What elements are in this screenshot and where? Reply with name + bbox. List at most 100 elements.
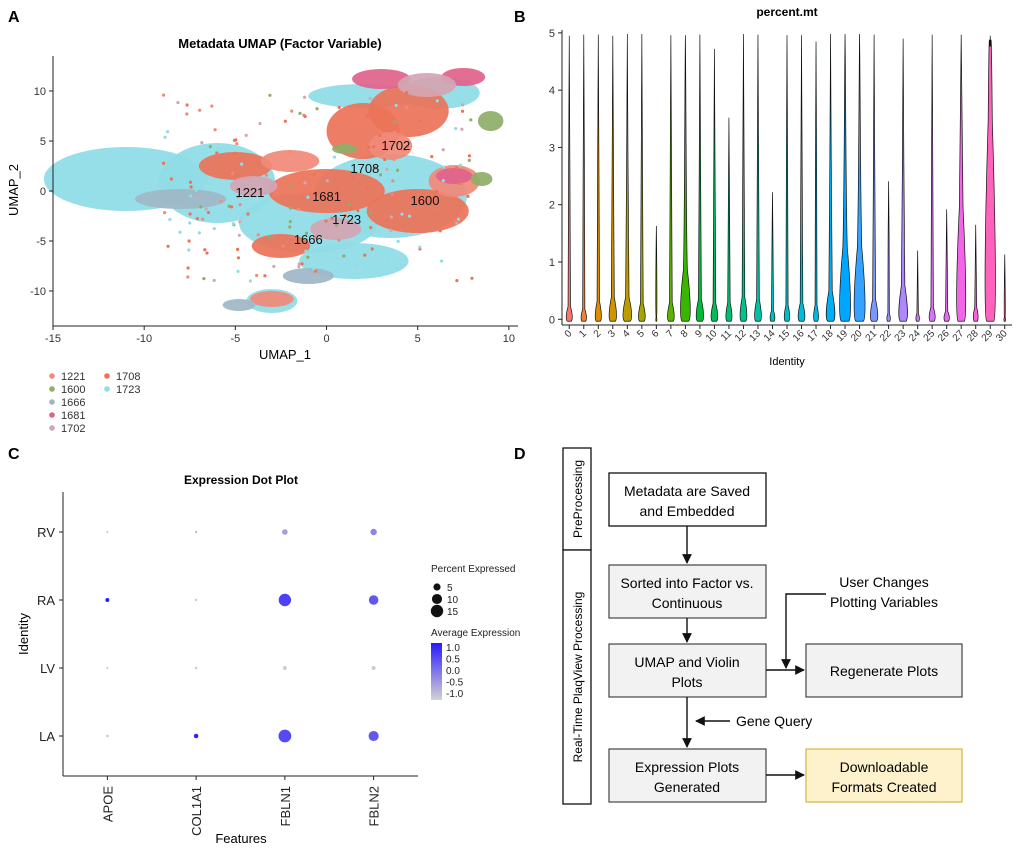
umap-cell-point	[205, 251, 209, 255]
umap-cell-point	[467, 154, 472, 158]
umap-cell-point	[176, 209, 181, 213]
umap-cell-point	[442, 165, 446, 169]
umap-legend-swatch-1221	[49, 373, 55, 379]
umap-cell-point	[312, 172, 317, 177]
panel-letter-c: C	[8, 446, 20, 463]
umap-cell-point	[215, 151, 219, 155]
umap-cell-point	[203, 248, 207, 252]
umap-cluster-label: 1681	[312, 189, 341, 204]
umap-cell-point	[198, 194, 202, 199]
umap-legend-swatch-1666	[49, 399, 55, 405]
umap-cell-point	[383, 157, 387, 162]
umap-cell-point	[354, 262, 358, 267]
umap-cell-cluster-1708	[198, 152, 272, 180]
violin-x-tick-label: 9	[693, 328, 705, 340]
umap-cell-point	[256, 162, 261, 166]
umap-cell-point	[162, 211, 167, 215]
umap-cell-cluster-1221	[260, 150, 320, 172]
umap-cell-point	[337, 105, 341, 110]
box-umap-violin	[608, 643, 767, 698]
umap-cell-point	[334, 186, 338, 191]
violin-19	[839, 34, 851, 322]
umap-cell-point	[438, 229, 442, 233]
umap-cell-point	[368, 96, 372, 101]
umap-cell-point	[396, 239, 400, 243]
legend-size-dot	[431, 593, 443, 605]
umap-x-tick-label: -5	[230, 333, 240, 345]
umap-cluster-label: 1708	[350, 161, 379, 176]
panel-letter-d: D	[514, 446, 526, 463]
violin-y-tick-label: 5	[549, 28, 555, 40]
violin-12	[739, 34, 748, 322]
umap-cell-cluster-1723	[299, 243, 409, 279]
umap-cell-point	[186, 266, 190, 270]
violin-x-label: Identity	[769, 356, 805, 368]
umap-y-tick-label: 5	[40, 136, 46, 148]
umap-cell-point	[246, 212, 250, 216]
dotplot-identity-label: LV	[40, 661, 55, 676]
umap-cell-point	[332, 155, 337, 159]
umap-cell-point	[392, 157, 396, 161]
violin-25	[928, 34, 936, 322]
umap-cell-point	[364, 264, 368, 269]
umap-cell-point	[236, 195, 240, 199]
violin-0	[565, 35, 573, 322]
violin-title: percent.mt	[756, 5, 817, 19]
umap-cell-cluster-1708	[251, 234, 311, 258]
umap-x-label: UMAP_1	[259, 347, 311, 362]
umap-cell-point	[204, 207, 208, 211]
umap-cell-point	[370, 247, 374, 251]
umap-cell-point	[289, 184, 293, 189]
umap-cell-point	[304, 231, 309, 235]
umap-cell-point	[238, 203, 242, 207]
umap-cell-point	[435, 99, 439, 103]
umap-cell-point	[369, 211, 373, 215]
umap-cell-cluster-1600	[332, 144, 358, 154]
umap-cell-point	[176, 100, 180, 105]
violin-2	[594, 34, 602, 322]
umap-cell-point	[441, 179, 445, 183]
umap-cell-point	[393, 130, 397, 134]
umap-cell-point	[391, 179, 395, 183]
umap-cell-point	[404, 105, 409, 109]
umap-cell-point	[386, 259, 390, 263]
legend-color-label: 1.0	[446, 643, 460, 654]
umap-cell-point	[315, 107, 319, 111]
panel-d: D PreProcessing Real-Time PlaqView Proce…	[514, 446, 963, 805]
umap-cell-cluster-1221	[249, 291, 294, 307]
umap-y-tick-label: 10	[34, 86, 46, 98]
umap-cell-point	[288, 225, 292, 229]
umap-cell-point	[300, 195, 304, 200]
umap-cell-point	[244, 133, 248, 137]
dotplot-dot-RA-FBLN1	[278, 593, 292, 607]
umap-cell-point	[312, 267, 316, 271]
umap-cell-point	[356, 208, 360, 213]
umap-legend-label-1708: 1708	[116, 371, 140, 383]
umap-cell-point	[373, 166, 377, 170]
legend-color-title: Average Expression	[431, 628, 520, 639]
panel-a: A Metadata UMAP (Factor Variable) 170217…	[6, 9, 518, 435]
umap-cell-point	[466, 194, 470, 198]
umap-cell-point	[298, 111, 302, 115]
umap-cell-point	[455, 279, 459, 283]
violin-10	[710, 48, 719, 322]
legend-size-dot	[433, 583, 441, 591]
umap-legend-swatch-1702	[49, 425, 55, 431]
umap-cell-point	[169, 177, 173, 181]
umap-cell-point	[390, 192, 394, 196]
umap-y-tick-label: 0	[40, 186, 46, 198]
umap-cell-point	[304, 249, 308, 253]
dotplot-dot-LV-FBLN2	[371, 666, 376, 670]
dotplot-feature-label: COL1A1	[189, 786, 204, 836]
umap-cell-point	[456, 217, 461, 221]
umap-cell-point	[255, 273, 259, 277]
umap-cell-point	[395, 168, 400, 172]
umap-cell-point	[161, 161, 166, 165]
umap-cell-point	[385, 218, 389, 222]
umap-cell-point	[314, 195, 319, 199]
legend-size-dot	[430, 604, 444, 618]
dotplot-dot-RV-COL1A1	[194, 530, 198, 534]
umap-cell-point	[300, 262, 304, 266]
box-sorted-factor	[608, 564, 767, 619]
umap-cell-cluster-1702	[397, 73, 456, 97]
